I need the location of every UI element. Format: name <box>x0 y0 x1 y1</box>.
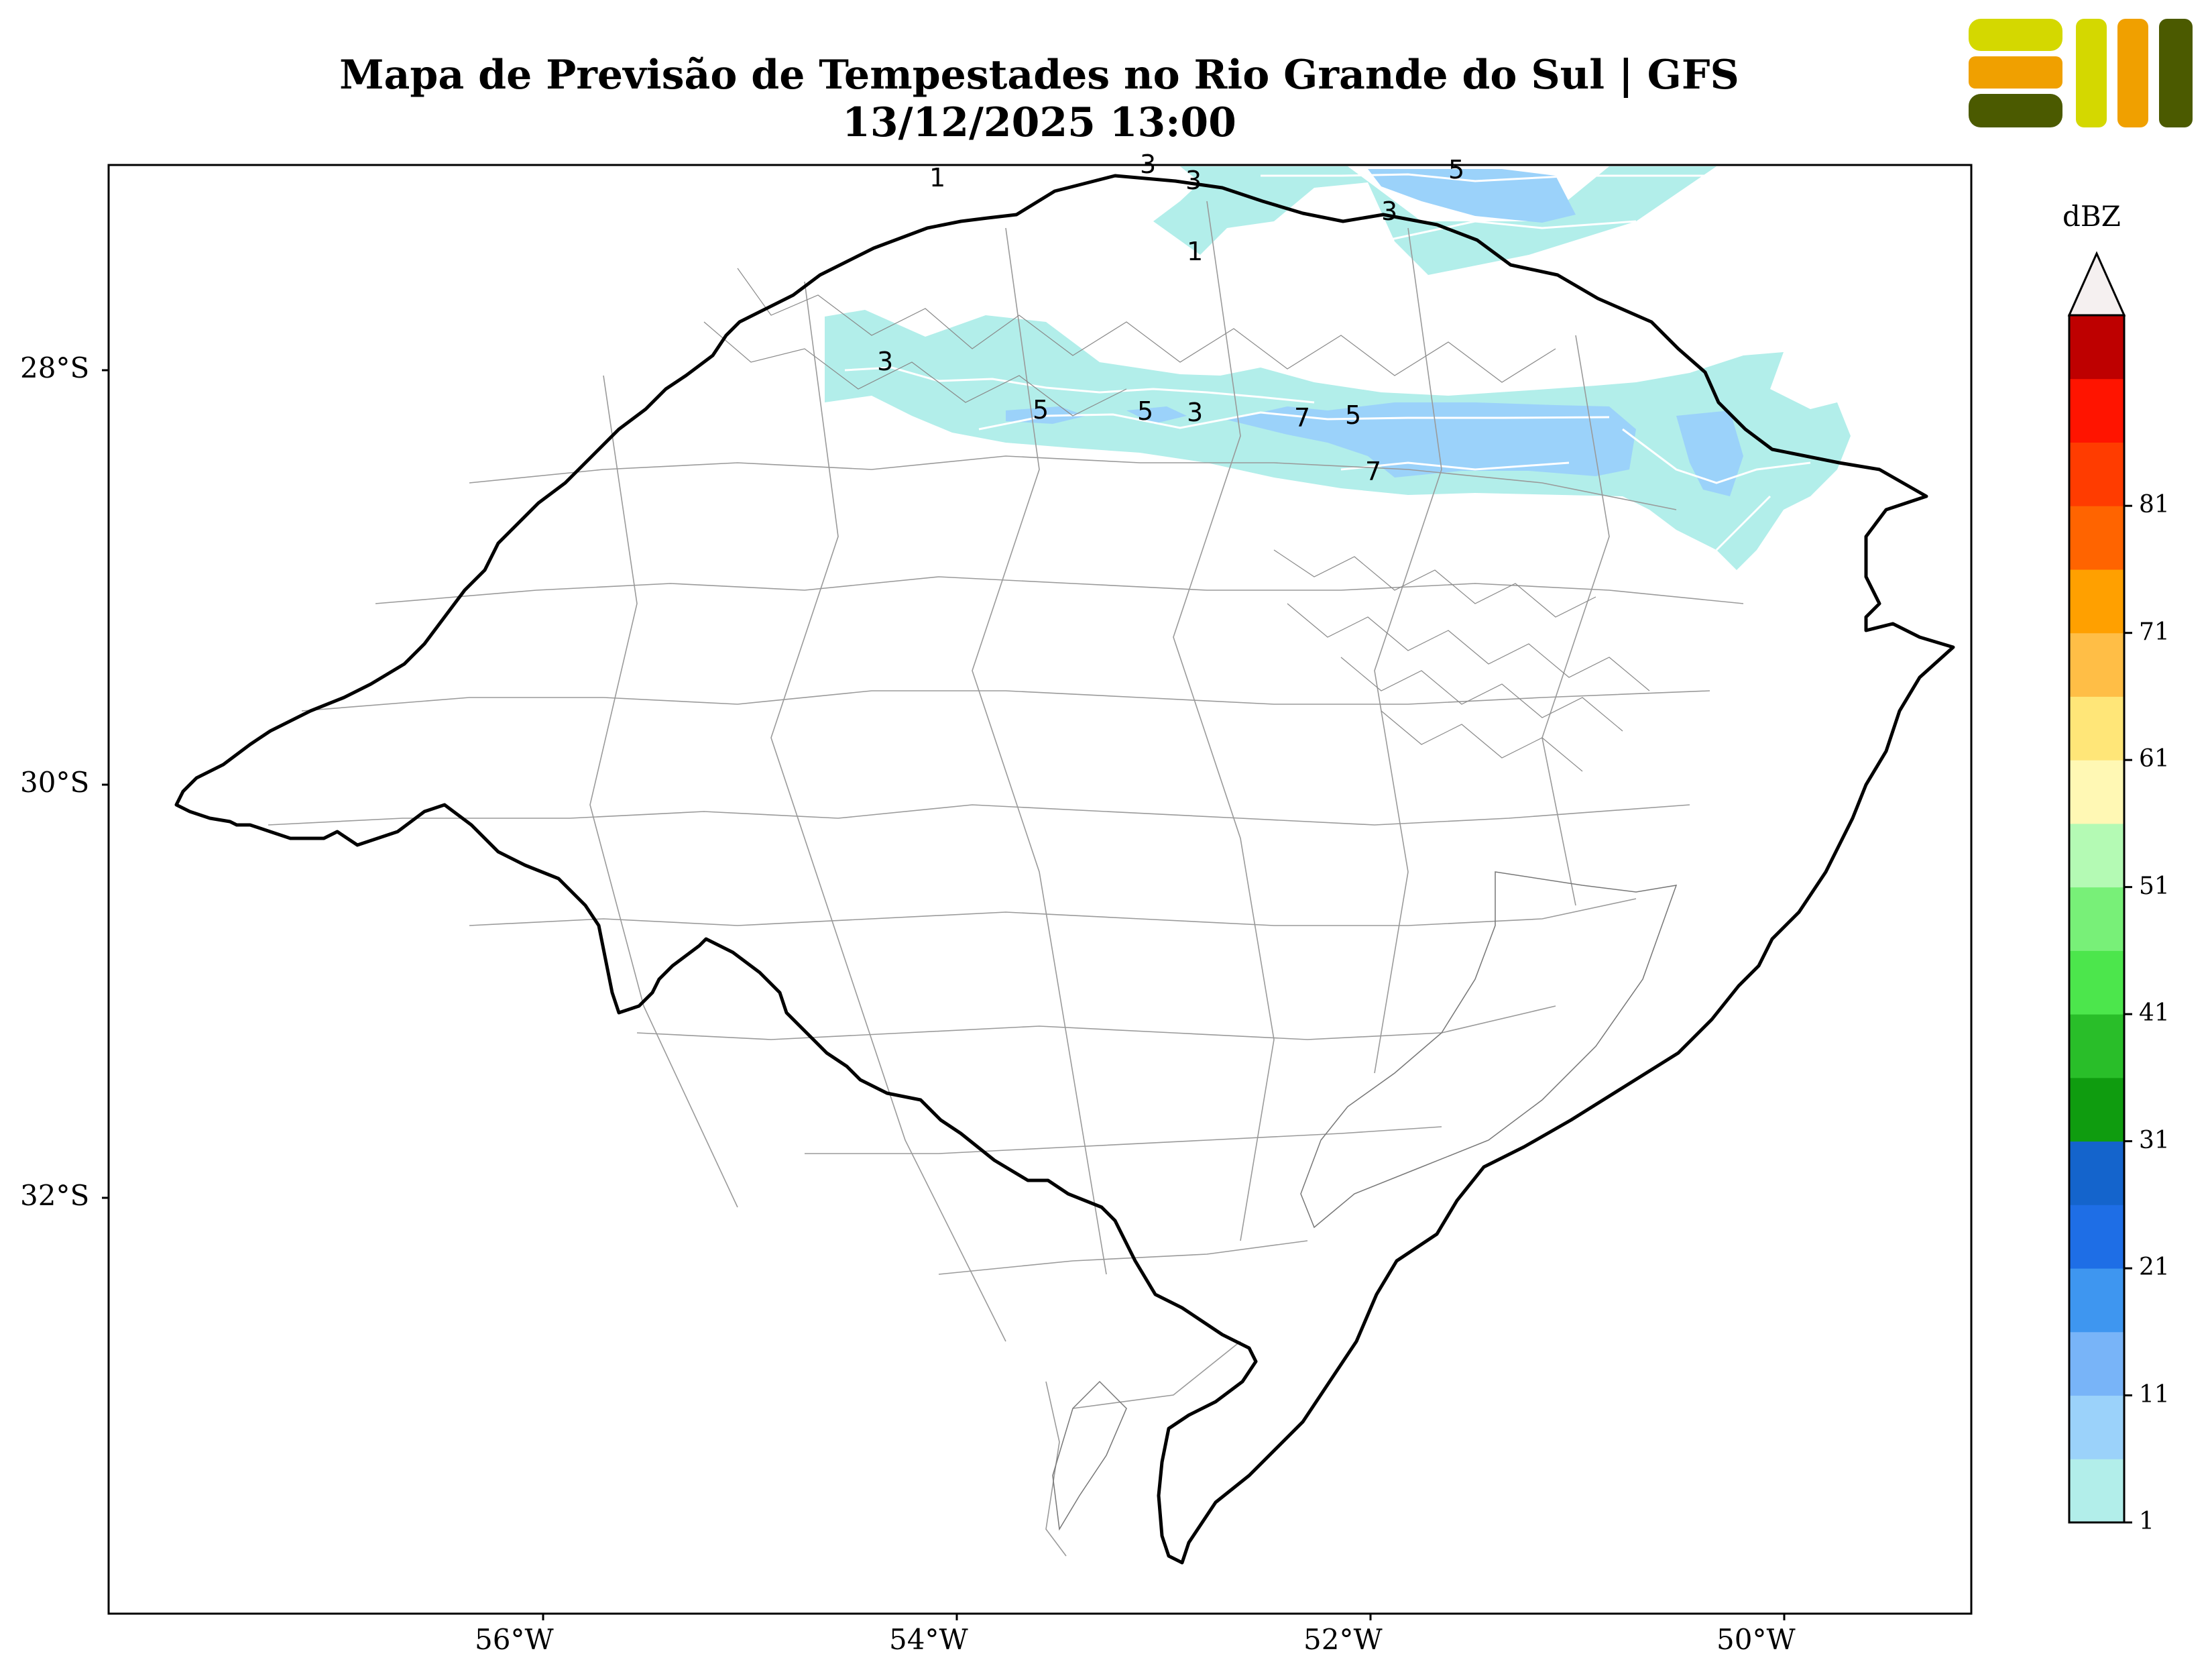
lat-tick-label: 28°S <box>20 351 90 384</box>
colorbar-segment <box>2069 760 2124 824</box>
colorbar-segment <box>2069 823 2124 888</box>
contour-label: 3 <box>1381 197 1397 226</box>
lon-tick-label: 54°W <box>889 1623 968 1656</box>
colorbar-segment <box>2069 506 2124 570</box>
map-title: Mapa de Previsão de Tempestades no Rio G… <box>339 52 1739 99</box>
contour-label: 5 <box>1345 400 1361 430</box>
colorbar-segment <box>2069 1014 2124 1078</box>
axis-ticks <box>102 369 1786 1620</box>
colorbar-segment <box>2069 1395 2124 1459</box>
contour-label: 7 <box>1365 457 1381 486</box>
contour-label: 3 <box>1185 166 1202 195</box>
colorbar-tick-label: 81 <box>2139 491 2170 519</box>
contour-label: 1 <box>1187 237 1203 266</box>
colorbar-segment <box>2069 1141 2124 1205</box>
colorbar-border <box>2068 314 2126 1524</box>
company-logo-icon <box>1969 19 2193 127</box>
colorbar-segment <box>2069 1268 2124 1333</box>
lat-tick-label: 32°S <box>20 1179 90 1212</box>
lon-tick-label: 50°W <box>1716 1623 1796 1656</box>
colorbar-tick-label: 11 <box>2139 1380 2170 1408</box>
dense-municipal-boundaries <box>703 268 1650 772</box>
lon-tick-label: 56°W <box>475 1623 554 1656</box>
colorbar-tick-label: 1 <box>2139 1508 2154 1535</box>
colorbar-segment <box>2069 1205 2124 1269</box>
colorbar <box>2067 251 2132 1524</box>
lat-tick-label: 30°S <box>20 766 90 799</box>
contour-label: 5 <box>1033 395 1049 425</box>
colorbar-segment <box>2069 950 2124 1015</box>
contour-label: 7 <box>1294 403 1310 433</box>
colorbar-tick-label: 71 <box>2139 618 2170 646</box>
map-frame <box>107 164 1973 1615</box>
colorbar-segment <box>2069 1331 2124 1396</box>
colorbar-tick-label: 21 <box>2139 1253 2170 1282</box>
colorbar-tick-label: 61 <box>2139 745 2170 773</box>
colorbar-unit-label: dBZ <box>2062 200 2121 233</box>
colorbar-extend-arrow <box>2067 251 2126 317</box>
contour-label: 5 <box>1137 396 1153 426</box>
colorbar-segment <box>2069 1459 2124 1523</box>
map-datetime: 13/12/2025 13:00 <box>842 99 1236 146</box>
contour-label: 3 <box>877 347 893 376</box>
contour-labels: 1 3 3 1 3 5 3 5 5 3 7 5 7 <box>877 150 1464 486</box>
reflectivity-contours <box>844 173 1811 551</box>
lagoon-outline <box>1052 871 1678 1531</box>
colorbar-tick-label: 31 <box>2139 1126 2170 1154</box>
contour-label: 1 <box>929 163 945 192</box>
colorbar-segment <box>2069 378 2124 443</box>
municipal-boundaries <box>268 201 1744 1557</box>
colorbar-segment <box>2069 442 2124 506</box>
colorbar-segment <box>2069 696 2124 761</box>
colorbar-tick-label: 41 <box>2139 999 2170 1027</box>
colorbar-segment <box>2069 887 2124 951</box>
lon-tick-label: 52°W <box>1303 1623 1383 1656</box>
colorbar-segment <box>2069 632 2124 697</box>
colorbar-segment <box>2069 569 2124 634</box>
colorbar-tick-label: 51 <box>2139 872 2170 900</box>
colorbar-segment <box>2069 315 2124 380</box>
contour-label: 3 <box>1187 398 1203 427</box>
colorbar-segment <box>2069 1077 2124 1142</box>
state-boundary <box>174 174 1955 1565</box>
reflectivity-fill-light <box>825 166 1851 570</box>
contour-label: 5 <box>1448 155 1464 184</box>
